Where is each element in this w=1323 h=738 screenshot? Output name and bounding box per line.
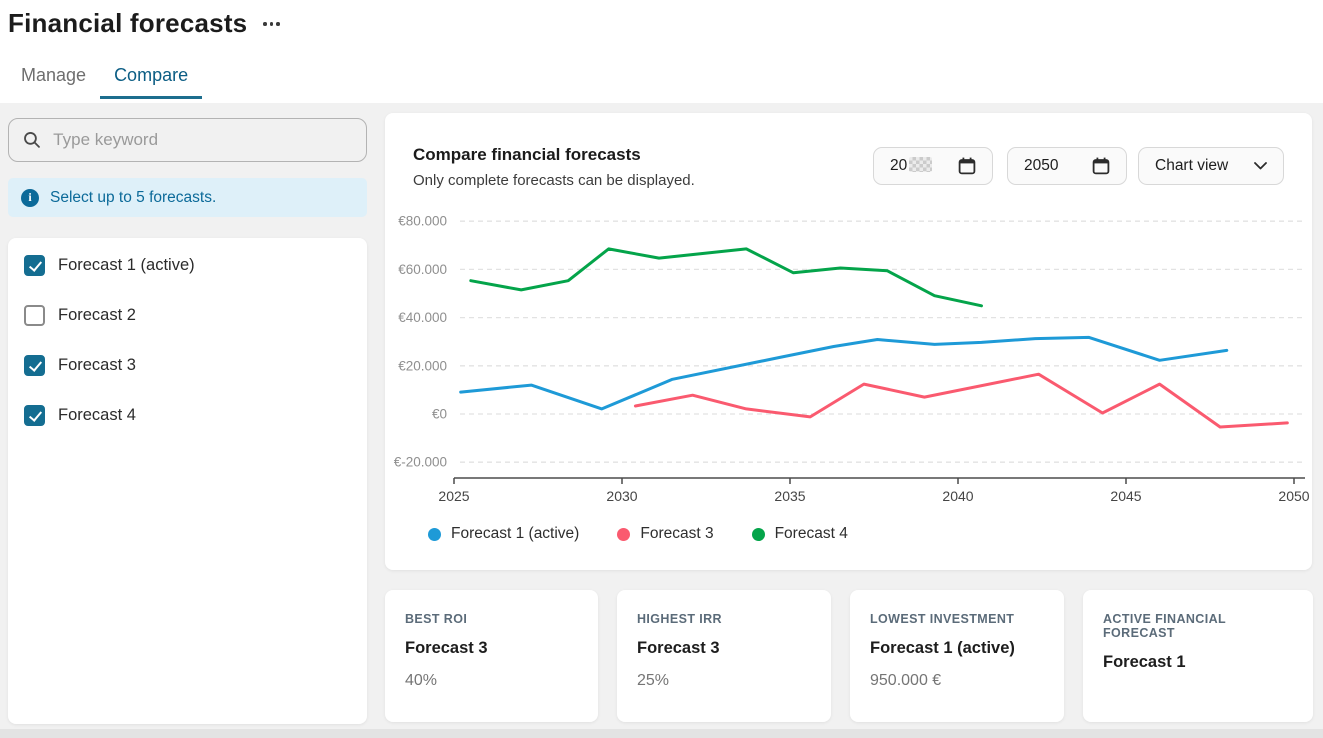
search-icon (24, 132, 40, 148)
tab-manage[interactable]: Manage (21, 65, 87, 85)
summary-card-label: LOWEST INVESTMENT (870, 612, 1015, 626)
summary-card: LOWEST INVESTMENT Forecast 1 (active) 950.… (850, 590, 1064, 722)
forecast-line-chart: €80.000 €60.000 €40.000 €20.000 €0 €-20.000 20… (394, 214, 1310, 504)
forecast-checkbox[interactable] (24, 355, 45, 376)
search-input[interactable] (53, 130, 352, 150)
chart-subtitle: Only complete forecasts can be displayed… (413, 172, 695, 189)
x-axis-label: 2050 (1278, 488, 1309, 504)
y-axis-label: €80.000 (398, 214, 447, 229)
end-year-input[interactable]: 2050 (1007, 147, 1127, 185)
forecast-list: Forecast 1 (active) Forecast 2 Forecast 3 F… (8, 238, 367, 724)
summary-card: HIGHEST IRR Forecast 3 25% (617, 590, 831, 722)
summary-card-name: Forecast 1 (1103, 653, 1186, 671)
summary-card-value: 25% (637, 672, 670, 689)
legend-dot (428, 527, 441, 541)
summary-cards-row: BEST ROI Forecast 3 40% HIGHEST IRR Forecast… (385, 590, 1313, 722)
calendar-icon (958, 157, 976, 175)
chart-title: Compare financial forecasts (413, 145, 641, 164)
series-line (469, 247, 983, 308)
legend-label: Forecast 3 (640, 525, 714, 542)
y-axis-label: €20.000 (398, 358, 447, 373)
forecast-label: Forecast 3 (58, 356, 136, 374)
chart-legend: Forecast 1 (active) Forecast 3 Forecast 4 (428, 525, 848, 543)
x-axis-label: 2035 (774, 488, 805, 504)
legend-item[interactable]: Forecast 4 (751, 525, 848, 543)
summary-card-label: BEST ROI (405, 612, 468, 626)
x-axis-label: 2040 (942, 488, 973, 504)
legend-label: Forecast 4 (774, 525, 848, 542)
start-year-value: 20 (890, 157, 933, 175)
calendar-icon (1092, 157, 1110, 175)
redacted-digits (909, 157, 933, 172)
tab-bar: Manage Compare (7, 54, 203, 99)
summary-card: ACTIVE FINANCIAL FORECAST Forecast 1 (1083, 590, 1313, 722)
legend-dot (617, 527, 631, 541)
summary-card-value: 40% (405, 672, 438, 689)
y-axis-label: €40.000 (398, 310, 447, 325)
more-options-icon[interactable] (263, 14, 289, 34)
summary-card-name: Forecast 1 (active) (870, 639, 1015, 657)
page-header: Financial forecasts Manage Compare (0, 0, 1323, 103)
forecast-checkbox[interactable] (24, 305, 45, 326)
bottom-scrollbar-track (0, 729, 1323, 738)
chart-card: Compare financial forecasts Only complet… (385, 113, 1312, 570)
x-axis-label: 2030 (606, 488, 637, 504)
page-title: Financial forecasts (8, 8, 248, 38)
forecast-label: Forecast 2 (58, 306, 136, 324)
y-axis-label: €60.000 (398, 262, 447, 277)
summary-card: BEST ROI Forecast 3 40% (385, 590, 598, 722)
summary-card-name: Forecast 3 (405, 639, 488, 657)
end-year-value: 2050 (1024, 157, 1059, 174)
chevron-down-icon (1254, 162, 1267, 170)
search-box (8, 118, 367, 162)
forecast-list-item[interactable]: Forecast 2 (24, 305, 351, 326)
legend-item[interactable]: Forecast 3 (617, 525, 714, 543)
series-line (459, 335, 1229, 411)
forecast-list-item[interactable]: Forecast 3 (24, 355, 351, 376)
forecast-checkbox[interactable] (24, 405, 45, 426)
tab-compare[interactable]: Compare (100, 54, 203, 99)
view-select-value: Chart view (1155, 157, 1229, 174)
legend-label: Forecast 1 (active) (451, 525, 580, 542)
info-banner: i Select up to 5 forecasts. (8, 178, 367, 217)
summary-card-name: Forecast 3 (637, 639, 720, 657)
start-year-input[interactable]: 20 (873, 147, 993, 185)
info-banner-text: Select up to 5 forecasts. (50, 188, 217, 206)
info-icon: i (21, 188, 39, 207)
legend-item[interactable]: Forecast 1 (active) (428, 525, 579, 543)
summary-card-value: 950.000 € (870, 672, 942, 689)
forecast-list-item[interactable]: Forecast 4 (24, 405, 351, 426)
x-axis-label: 2025 (438, 488, 469, 504)
summary-card-label: HIGHEST IRR (637, 612, 722, 626)
view-select[interactable]: Chart view (1138, 147, 1284, 185)
forecast-label: Forecast 4 (58, 406, 136, 424)
legend-dot (751, 527, 765, 541)
y-axis-label: €-20.000 (394, 455, 447, 470)
summary-card-label: ACTIVE FINANCIAL FORECAST (1103, 612, 1226, 640)
x-axis-label: 2045 (1110, 488, 1141, 504)
forecast-checkbox[interactable] (24, 255, 45, 276)
forecast-list-item[interactable]: Forecast 1 (active) (24, 255, 351, 276)
y-axis-label: €0 (432, 407, 447, 422)
series-line (633, 372, 1289, 429)
forecast-label: Forecast 1 (active) (58, 256, 195, 274)
